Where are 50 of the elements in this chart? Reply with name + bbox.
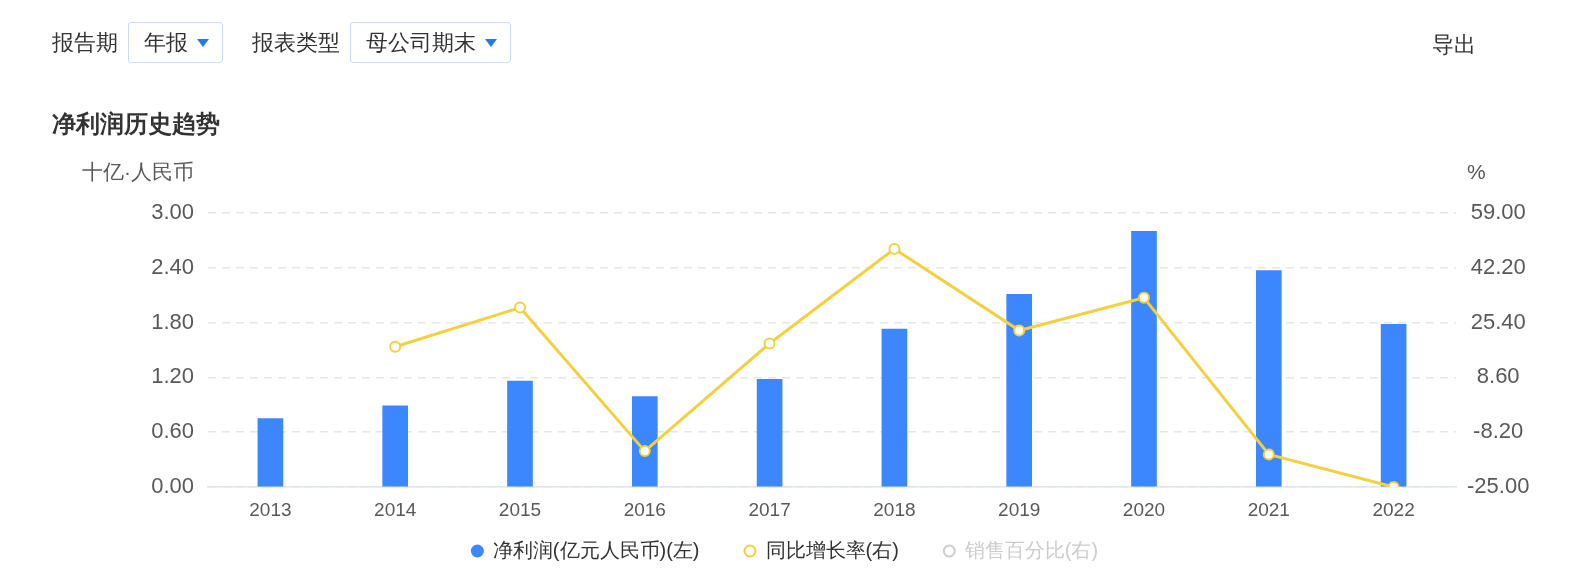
point bbox=[888, 242, 901, 255]
x-tick-label: 2018 bbox=[873, 498, 916, 520]
bar bbox=[1006, 293, 1033, 487]
y-tick-label: 0.00 bbox=[151, 473, 194, 499]
bar bbox=[1131, 230, 1157, 487]
y-axis-title: 十亿·人民币 bbox=[82, 159, 194, 183]
bar bbox=[507, 380, 533, 487]
bar bbox=[382, 405, 409, 487]
chart-title: 净利润历史趋势 bbox=[52, 109, 220, 139]
bar bbox=[756, 378, 783, 487]
point bbox=[638, 445, 651, 458]
text: 报表类型 bbox=[252, 28, 340, 57]
x-tick-label: 2014 bbox=[374, 498, 417, 520]
point bbox=[1013, 324, 1026, 337]
y2-tick-label: -8.20 bbox=[1473, 418, 1524, 444]
x-tick-label: 2021 bbox=[1247, 498, 1290, 520]
point bbox=[389, 340, 402, 353]
bar bbox=[257, 418, 284, 487]
point bbox=[1138, 291, 1150, 304]
x-tick-label: 2020 bbox=[1122, 498, 1166, 520]
dropdown-field: 年报 bbox=[128, 22, 223, 63]
bar bbox=[1255, 270, 1282, 487]
x-tick-label: 2017 bbox=[748, 498, 791, 520]
y2-axis-title: % bbox=[1467, 159, 1486, 183]
x-tick-label: 2019 bbox=[998, 498, 1041, 520]
legend-label: 同比增长率(右) bbox=[765, 538, 899, 561]
y-tick-label: 1.80 bbox=[151, 308, 194, 334]
bar bbox=[1380, 324, 1407, 487]
bar bbox=[881, 328, 908, 487]
y2-tick-label: 59.00 bbox=[1470, 199, 1526, 225]
y-tick-label: 0.60 bbox=[151, 418, 194, 444]
y2-tick-label: -25.00 bbox=[1466, 473, 1530, 499]
point bbox=[514, 301, 526, 314]
x-tick-label: 2013 bbox=[249, 498, 292, 520]
y2-tick-label: 42.20 bbox=[1470, 253, 1526, 279]
bar bbox=[631, 396, 658, 487]
text: 导出 bbox=[1432, 31, 1476, 59]
legend-label: 净利润(亿元人民币)(左) bbox=[492, 538, 700, 561]
y-tick-label: 1.20 bbox=[151, 363, 194, 389]
x-tick-label: 2015 bbox=[498, 498, 542, 520]
text: 报告期 bbox=[52, 28, 118, 57]
dropdown-field: 母公司期末 bbox=[350, 22, 511, 63]
x-tick-label: 2016 bbox=[623, 498, 666, 520]
y2-tick-label: 8.60 bbox=[1476, 363, 1520, 389]
y-tick-label: 3.00 bbox=[151, 199, 194, 225]
x-tick-label: 2022 bbox=[1372, 498, 1415, 520]
y2-tick-label: 25.40 bbox=[1470, 308, 1526, 334]
point bbox=[1262, 448, 1275, 461]
point bbox=[763, 337, 776, 350]
y-tick-label: 2.40 bbox=[151, 253, 194, 279]
